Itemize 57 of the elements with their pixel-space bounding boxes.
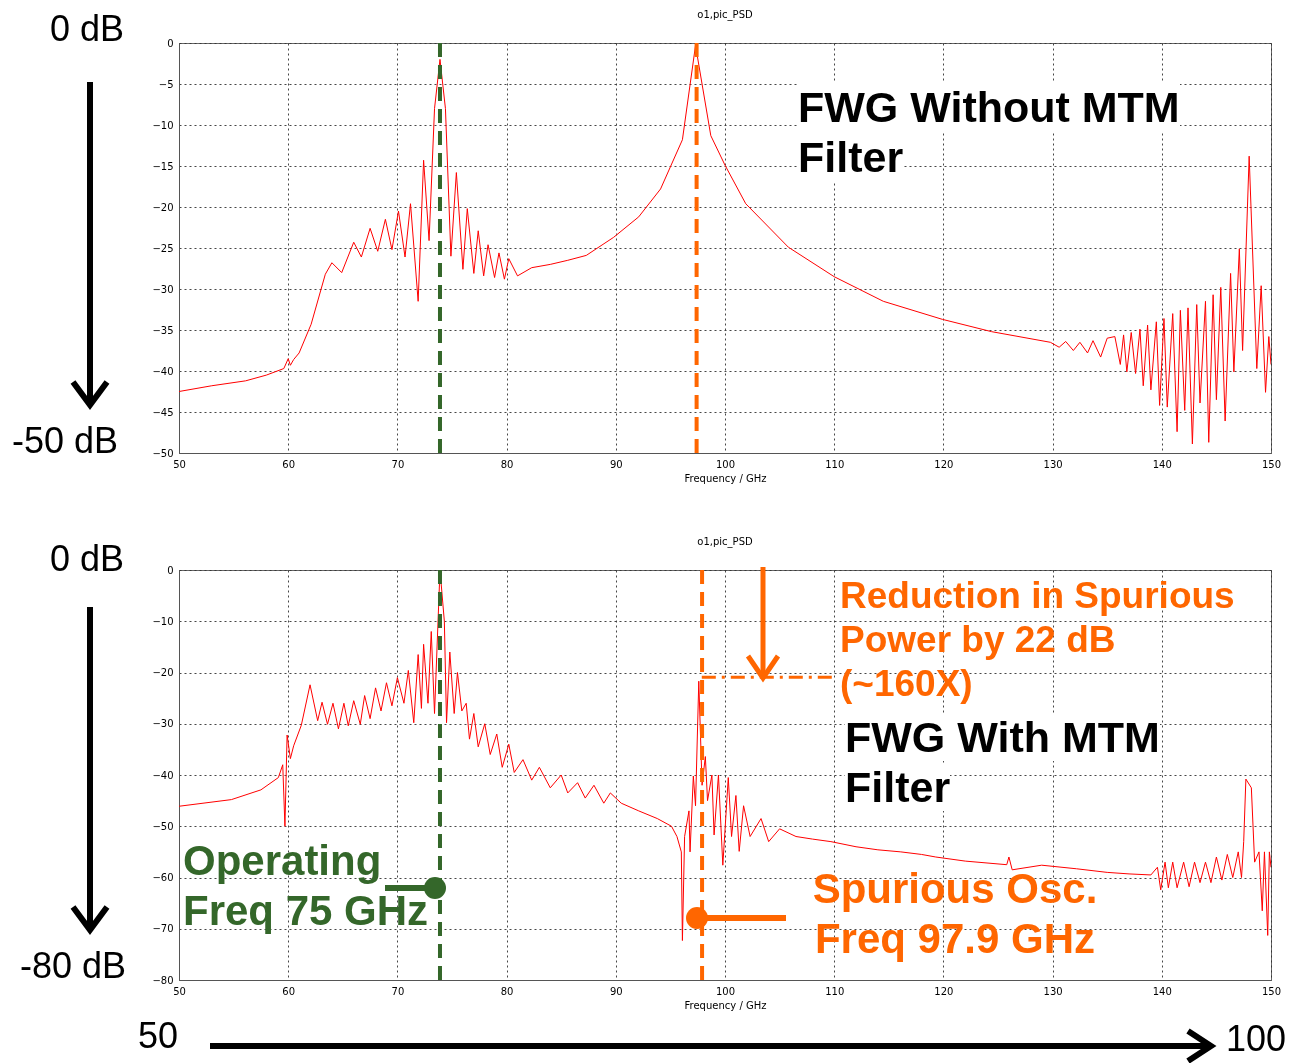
x-tick-label: 50 xyxy=(173,458,186,470)
y-tick-label: −50 xyxy=(152,820,174,832)
x-tick-label: 130 xyxy=(1043,458,1063,470)
y-tick-label: −50 xyxy=(152,447,174,459)
y-tick-label: −10 xyxy=(152,119,174,131)
x-tick-label: 80 xyxy=(500,458,514,470)
x-tick-label: 110 xyxy=(825,458,845,470)
y-tick-label: 0 xyxy=(167,37,174,49)
x-tick-label: 140 xyxy=(1152,458,1172,470)
chart-title: o1,pic_PSD xyxy=(697,536,753,548)
y-tick-label: −25 xyxy=(152,242,174,254)
x-axis-title: Frequency / GHz xyxy=(684,472,767,484)
annotation: FWG Without MTM Filter xyxy=(798,83,1180,182)
annotation: Operating Freq 75 GHz xyxy=(183,837,429,935)
text: 0 dB xyxy=(50,538,125,579)
text: -50 dB xyxy=(12,420,119,461)
x-tick-label: 130 xyxy=(1043,985,1063,997)
x-tick-label: 120 xyxy=(934,985,954,997)
x-tick-label: 100 xyxy=(715,985,736,997)
x-tick-label: 70 xyxy=(391,458,405,470)
x-tick-label: 60 xyxy=(282,985,296,997)
annotation: FWG With MTM Filter xyxy=(845,713,1160,812)
x-tick-label: 100 xyxy=(715,458,736,470)
y-tick-label: −10 xyxy=(152,615,174,627)
y-tick-label: −20 xyxy=(152,201,174,213)
chart-title: o1,pic_PSD xyxy=(697,9,753,21)
y-tick-label: 0 xyxy=(167,564,174,576)
x-tick-label: 140 xyxy=(1152,985,1172,997)
text: -80 dB xyxy=(20,945,127,986)
y-tick-label: −30 xyxy=(152,283,174,295)
y-tick-label: −60 xyxy=(152,872,174,883)
y-tick-label: −45 xyxy=(152,406,174,418)
x-tick-label: 70 xyxy=(391,985,405,997)
y-tick-label: −35 xyxy=(152,324,174,336)
annotation: Reduction in Spurious Power by 22 dB (~160X) xyxy=(840,575,1235,705)
y-tick-label: −20 xyxy=(152,667,174,678)
x-tick-label: 50 xyxy=(173,985,186,997)
y-tick-label: −5 xyxy=(158,78,174,90)
text: 100 xyxy=(1226,1018,1287,1059)
x-axis-title: Frequency / GHz xyxy=(684,999,767,1011)
x-tick-label: 150 xyxy=(1261,458,1282,470)
x-tick-label: 90 xyxy=(609,985,623,997)
x-tick-label: 150 xyxy=(1261,985,1282,997)
text: 0 dB xyxy=(50,8,125,49)
y-tick-label: −30 xyxy=(152,718,174,730)
text: 50 xyxy=(138,1015,179,1056)
x-tick-label: 60 xyxy=(282,458,296,470)
annotation: Spurious Osc. Freq 97.9 GHz xyxy=(812,865,1098,963)
x-tick-label: 90 xyxy=(609,458,623,470)
y-tick-label: −80 xyxy=(152,974,174,986)
y-tick-label: −40 xyxy=(152,769,174,781)
x-tick-label: 80 xyxy=(500,985,514,997)
y-tick-label: −70 xyxy=(152,923,174,935)
x-tick-label: 120 xyxy=(934,458,954,470)
y-tick-label: −15 xyxy=(152,160,174,172)
x-tick-label: 110 xyxy=(825,985,845,997)
y-tick-label: −40 xyxy=(152,365,174,377)
